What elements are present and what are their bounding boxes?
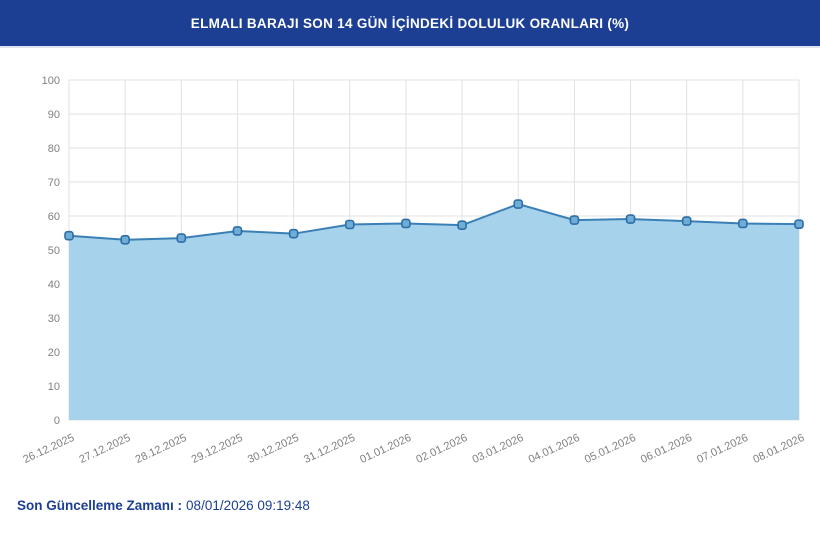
x-axis-tick-label: 03.01.2026 xyxy=(471,432,526,466)
data-point-marker[interactable] xyxy=(794,219,804,229)
y-axis-tick-label: 80 xyxy=(48,143,60,155)
x-axis-tick-label: 01.01.2026 xyxy=(358,432,413,466)
data-point-marker[interactable] xyxy=(513,199,524,209)
fill-rate-chart: 0 10 20 30 40 50 60 70 80 90 100 26.12.2025 27.12.20… xyxy=(0,48,820,490)
area-chart-canvas: 0 10 20 30 40 50 60 70 80 90 100 26.12.2025 27.12.20… xyxy=(21,75,806,466)
data-point-marker[interactable] xyxy=(344,219,355,230)
x-axis-tick-label: 06.01.2026 xyxy=(639,432,694,466)
data-point-marker[interactable] xyxy=(569,215,580,225)
y-axis-tick-label: 10 xyxy=(48,381,60,393)
data-point-marker[interactable] xyxy=(457,220,467,230)
last-update-timestamp: 08/01/2026 09:19:48 xyxy=(186,498,310,513)
data-point-marker[interactable] xyxy=(681,216,692,226)
y-axis-tick-label: 60 xyxy=(48,211,60,223)
x-axis-tick-label: 29.12.2025 xyxy=(190,432,245,466)
x-axis-tick-label: 27.12.2025 xyxy=(77,432,132,466)
y-axis-tick-label: 100 xyxy=(42,75,60,87)
data-point-marker[interactable] xyxy=(401,218,411,229)
x-axis-tick-label: 08.01.2026 xyxy=(751,432,806,466)
last-update-label: Son Güncelleme Zamanı : xyxy=(17,498,183,513)
header-bar: ELMALI BARAJI SON 14 GÜN İÇİNDEKİ DOLULU… xyxy=(0,0,820,48)
data-point-marker[interactable] xyxy=(232,226,243,236)
y-axis-tick-label: 40 xyxy=(48,279,60,291)
x-axis-tick-label: 26.12.2025 xyxy=(21,432,76,466)
x-axis-tick-label: 02.01.2026 xyxy=(414,432,469,466)
y-axis-tick-label: 50 xyxy=(48,245,60,257)
data-point-marker[interactable] xyxy=(738,218,748,229)
y-axis-tick-label: 30 xyxy=(48,313,60,325)
trend-line xyxy=(68,203,800,241)
page-title: ELMALI BARAJI SON 14 GÜN İÇİNDEKİ DOLULU… xyxy=(190,15,630,31)
x-axis-tick-label: 05.01.2026 xyxy=(583,432,638,466)
data-point-marker[interactable] xyxy=(176,233,187,243)
x-axis-tick-label: 07.01.2026 xyxy=(695,432,750,466)
last-update-row: Son Güncelleme Zamanı :08/01/2026 09:19:… xyxy=(0,490,820,513)
x-axis-tick-label: 28.12.2025 xyxy=(134,432,189,466)
x-axis-tick-label: 31.12.2025 xyxy=(302,432,357,466)
y-axis-tick-label: 20 xyxy=(48,347,60,359)
y-axis-tick-label: 0 xyxy=(54,415,60,427)
area-fill xyxy=(69,204,799,420)
y-axis-tick-label: 70 xyxy=(48,177,60,189)
data-point-marker[interactable] xyxy=(288,228,299,239)
x-axis-tick-label: 30.12.2025 xyxy=(246,432,301,466)
data-point-marker[interactable] xyxy=(120,235,130,245)
data-point-marker[interactable] xyxy=(64,230,74,241)
y-axis-tick-label: 90 xyxy=(48,109,60,121)
x-axis-tick-label: 04.01.2026 xyxy=(527,432,582,466)
data-point-marker[interactable] xyxy=(625,214,636,224)
